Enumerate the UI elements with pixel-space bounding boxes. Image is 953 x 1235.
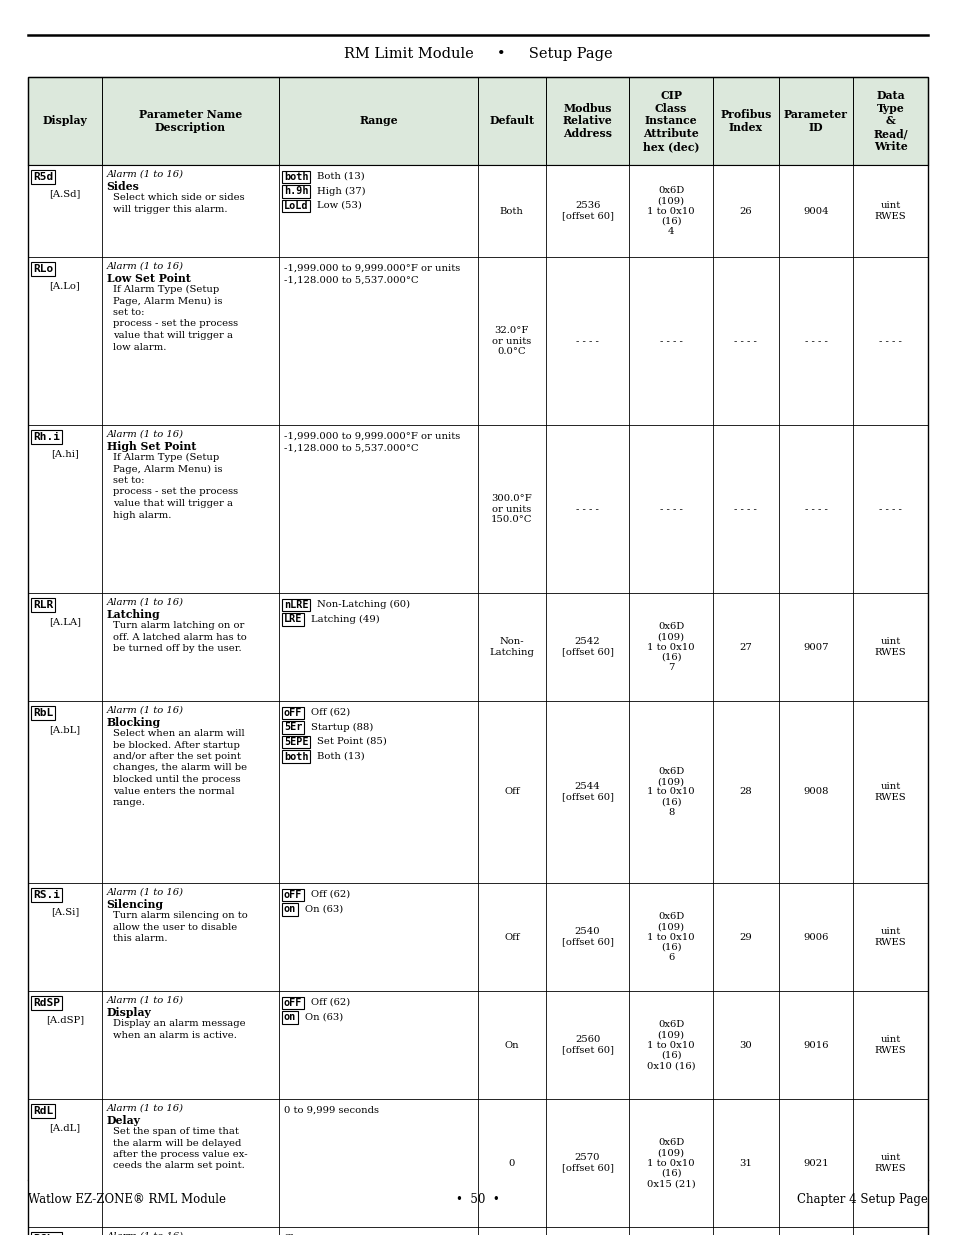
Text: - - - -: - - - - [734, 336, 757, 346]
Text: Watlow EZ-ZONE® RML Module: Watlow EZ-ZONE® RML Module [28, 1193, 226, 1207]
Text: Low Set Point: Low Set Point [107, 273, 191, 284]
Text: be turned off by the user.: be turned off by the user. [112, 643, 241, 653]
Text: 31: 31 [739, 1158, 752, 1167]
Bar [28, 257, 927, 425]
Text: Alarm (1 to 16): Alarm (1 to 16) [107, 1233, 184, 1235]
Text: Display: Display [107, 1008, 152, 1019]
Text: RS.i: RS.i [33, 890, 60, 900]
Text: Delay: Delay [107, 1115, 140, 1126]
Bar [28, 990, 927, 1099]
Text: 26: 26 [739, 206, 751, 215]
Text: value enters the normal: value enters the normal [112, 787, 233, 795]
Text: Latching (49): Latching (49) [311, 615, 379, 624]
Text: uint
RWES: uint RWES [874, 782, 905, 802]
Text: 0x6D
(109)
1 to 0x10
(16)
8: 0x6D (109) 1 to 0x10 (16) 8 [647, 767, 694, 818]
Text: -1,128.000 to 5,537.000°C: -1,128.000 to 5,537.000°C [284, 275, 418, 284]
Text: value that will trigger a: value that will trigger a [112, 499, 233, 508]
Text: 5EPE: 5EPE [284, 737, 308, 747]
Text: - - - -: - - - - [576, 336, 598, 346]
Text: LoLd: LoLd [284, 201, 308, 211]
Text: value that will trigger a: value that will trigger a [112, 331, 233, 340]
Text: 0: 0 [508, 1158, 515, 1167]
Text: Sides: Sides [107, 182, 139, 193]
Text: Both (13): Both (13) [316, 172, 364, 182]
Text: low alarm.: low alarm. [112, 342, 166, 352]
Text: 2540
[offset 60]: 2540 [offset 60] [561, 927, 613, 947]
Text: [A.Lo]: [A.Lo] [50, 282, 80, 290]
Bar [28, 77, 927, 165]
Text: 300.0°F
or units
150.0°C: 300.0°F or units 150.0°C [491, 494, 532, 524]
Text: 29: 29 [739, 932, 751, 941]
Text: 0x6D
(109)
1 to 0x10
(16)
7: 0x6D (109) 1 to 0x10 (16) 7 [647, 621, 694, 672]
Text: 9004: 9004 [802, 206, 828, 215]
Text: Display an alarm message: Display an alarm message [112, 1019, 245, 1028]
Text: 0x6D
(109)
1 to 0x10
(16)
0x15 (21): 0x6D (109) 1 to 0x10 (16) 0x15 (21) [646, 1137, 695, 1188]
Text: On (63): On (63) [305, 1013, 343, 1021]
Text: High Set Point: High Set Point [107, 441, 196, 452]
Text: 2542
[offset 60]: 2542 [offset 60] [561, 637, 613, 657]
Text: - - - -: - - - - [803, 336, 826, 346]
Text: Alarm (1 to 16): Alarm (1 to 16) [107, 170, 184, 179]
Text: changes, the alarm will be: changes, the alarm will be [112, 763, 247, 773]
Text: uint
RWES: uint RWES [874, 927, 905, 947]
Text: oFF: oFF [284, 890, 302, 900]
Text: Page, Alarm Menu) is: Page, Alarm Menu) is [112, 464, 222, 474]
Text: on: on [284, 904, 295, 914]
Text: Latching: Latching [107, 610, 160, 620]
Text: - - - -: - - - - [879, 336, 902, 346]
Text: be blocked. After startup: be blocked. After startup [112, 741, 239, 750]
Text: uint
RWES: uint RWES [874, 1153, 905, 1173]
Bar [28, 1228, 927, 1235]
Text: -1,999.000 to 9,999.000°F or units: -1,999.000 to 9,999.000°F or units [284, 432, 459, 441]
Text: [A.Si]: [A.Si] [51, 906, 79, 916]
Text: Select when an alarm will: Select when an alarm will [112, 729, 244, 739]
Text: Chapter 4 Setup Page: Chapter 4 Setup Page [797, 1193, 927, 1207]
Text: - - - -: - - - - [659, 505, 681, 514]
Text: nLRE: nLRE [284, 600, 308, 610]
Text: 2536
[offset 60]: 2536 [offset 60] [561, 201, 613, 221]
Text: both: both [284, 752, 308, 762]
Text: Off (62): Off (62) [311, 890, 350, 899]
Text: 9007: 9007 [802, 642, 828, 652]
Text: CIP
Class
Instance
Attribute
hex (dec): CIP Class Instance Attribute hex (dec) [642, 90, 699, 152]
Text: - - - -: - - - - [576, 505, 598, 514]
Text: this alarm.: this alarm. [112, 934, 167, 944]
Text: range.: range. [112, 798, 146, 806]
Text: 32.0°F
or units
0.0°C: 32.0°F or units 0.0°C [492, 326, 531, 356]
Text: oFF: oFF [284, 998, 302, 1008]
Text: off. A latched alarm has to: off. A latched alarm has to [112, 632, 246, 641]
Text: [A.dSP]: [A.dSP] [46, 1015, 84, 1024]
Bar [28, 701, 927, 883]
Text: 28: 28 [739, 788, 751, 797]
Text: 27: 27 [739, 642, 751, 652]
Text: On (63): On (63) [305, 904, 343, 914]
Text: Display: Display [42, 116, 87, 126]
Text: 9008: 9008 [802, 788, 828, 797]
Bar [28, 1099, 927, 1228]
Text: both: both [284, 172, 308, 182]
Text: RM Limit Module     •     Setup Page: RM Limit Module • Setup Page [343, 47, 612, 61]
Text: Alarm (1 to 16): Alarm (1 to 16) [107, 995, 184, 1005]
Text: RdL: RdL [33, 1107, 53, 1116]
Text: [A.dL]: [A.dL] [50, 1123, 80, 1132]
Text: Rh.i: Rh.i [33, 432, 60, 442]
Text: Parameter
ID: Parameter ID [783, 109, 847, 133]
Text: RLR: RLR [33, 600, 53, 610]
Bar [28, 425, 927, 593]
Text: [A.Sd]: [A.Sd] [50, 189, 80, 198]
Bar [28, 883, 927, 990]
Text: RLo: RLo [33, 264, 53, 274]
Text: Non-Latching (60): Non-Latching (60) [316, 600, 410, 609]
Text: 2570
[offset 60]: 2570 [offset 60] [561, 1153, 613, 1173]
Text: [A.bL]: [A.bL] [50, 725, 80, 734]
Text: Turn alarm latching on or: Turn alarm latching on or [112, 621, 244, 630]
Text: when an alarm is active.: when an alarm is active. [112, 1030, 236, 1040]
Text: after the process value ex-: after the process value ex- [112, 1150, 247, 1158]
Text: Alarm (1 to 16): Alarm (1 to 16) [107, 1104, 184, 1113]
Text: 9021: 9021 [802, 1158, 828, 1167]
Text: and/or after the set point: and/or after the set point [112, 752, 240, 761]
Text: Turn alarm silencing on to: Turn alarm silencing on to [112, 911, 247, 920]
Text: blocked until the process: blocked until the process [112, 776, 240, 784]
Text: process - set the process: process - set the process [112, 320, 237, 329]
Text: Default: Default [489, 116, 534, 126]
